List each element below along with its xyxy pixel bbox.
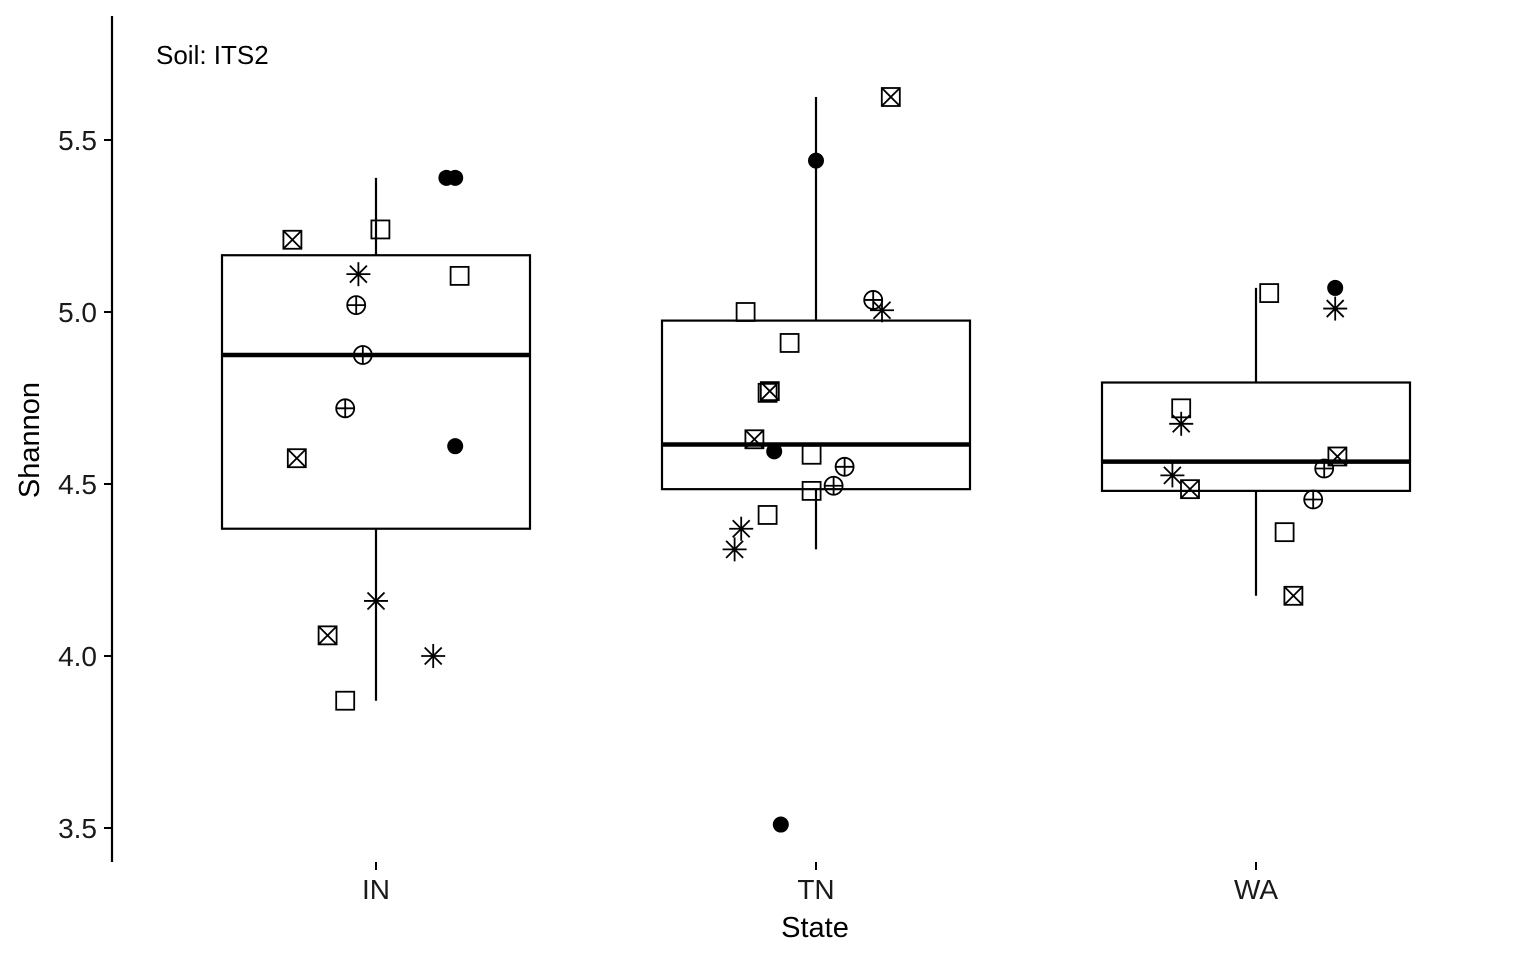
data-point-square (1171, 398, 1192, 419)
point-square (779, 333, 800, 353)
point-square (744, 429, 765, 450)
data-point-boxcross (759, 381, 780, 402)
point-square (335, 690, 356, 711)
point-square (1259, 283, 1280, 303)
point-square (735, 302, 756, 322)
data-point-asterisk (722, 537, 747, 562)
data-point-boxcross (880, 87, 901, 107)
data-point-boxcross (744, 429, 765, 450)
data-point-circle (766, 443, 783, 460)
point-square (801, 480, 822, 501)
point-square (801, 444, 822, 465)
y-tick-label: 4.5 (58, 469, 97, 500)
x-tick-label: WA (1234, 874, 1278, 905)
data-point-circleplus (352, 345, 373, 365)
box-in (220, 177, 532, 701)
point-dot (447, 438, 464, 455)
data-point-asterisk (870, 298, 894, 323)
panel-annotation: Soil: ITS2 (156, 40, 269, 70)
data-point-asterisk (1160, 463, 1185, 488)
data-point-circleplus (863, 290, 884, 310)
data-point-boxcross (286, 448, 307, 469)
point-square (757, 382, 778, 403)
data-point-square (757, 505, 778, 525)
data-point-asterisk (364, 588, 388, 613)
data-point-asterisk (729, 516, 754, 541)
point-cross-line (1283, 586, 1304, 606)
data-point-boxcross (1180, 479, 1200, 500)
point-square (286, 448, 307, 469)
data-point-square (1274, 522, 1295, 543)
data-point-boxcross (317, 625, 338, 646)
point-square (759, 381, 780, 402)
data-point-circle (808, 152, 824, 169)
data-point-circleplus (1303, 489, 1324, 510)
point-square (449, 265, 470, 286)
data-point-circleplus (823, 475, 844, 496)
point-square (1171, 398, 1192, 419)
data-point-square (779, 333, 800, 353)
point-dot (438, 169, 455, 186)
data-point-circle (1327, 279, 1344, 296)
point-cross-line (881, 87, 901, 107)
data-point-asterisk (346, 262, 371, 287)
data-point-asterisk (1323, 296, 1348, 321)
data-point-square (335, 690, 356, 711)
y-tick-label: 4.0 (58, 641, 97, 672)
box-tn (660, 97, 972, 550)
x-axis-ticks: IN TN WA (362, 862, 1278, 905)
x-axis-title: State (781, 912, 849, 944)
point-square (757, 505, 778, 525)
data-point-square (449, 265, 470, 286)
y-axis-title: Shannon (14, 382, 46, 498)
data-point-circleplus (335, 398, 356, 419)
point-cross-line (317, 625, 338, 645)
data-point-circle (447, 438, 464, 455)
data-point-circleplus (834, 456, 855, 477)
data-point-circleplus (1314, 458, 1335, 479)
data-point-circleplus (346, 295, 367, 316)
point-dot (808, 152, 824, 169)
point-dot (766, 443, 783, 460)
point-dot (1327, 279, 1344, 296)
data-point-asterisk (421, 644, 446, 668)
y-tick-label: 3.5 (58, 813, 97, 844)
data-point-boxcross (1283, 585, 1304, 606)
box-wa (1100, 287, 1412, 596)
point-cross-line (287, 448, 307, 468)
data-point-circle (438, 169, 455, 186)
data-point-square (370, 219, 391, 240)
iqr-box (1100, 381, 1412, 492)
point-square (1283, 585, 1304, 606)
point-cross-line (1180, 479, 1200, 499)
point-cross-line (282, 230, 303, 250)
iqr-box (660, 319, 972, 491)
point-square (1180, 479, 1200, 500)
point-cross-line (760, 381, 780, 401)
point-square (282, 229, 303, 250)
iqr-box (220, 254, 532, 530)
data-point-square (757, 382, 778, 403)
x-tick-label: TN (797, 874, 834, 905)
data-point-square (1259, 283, 1280, 303)
point-dot (772, 816, 789, 833)
point-square (1274, 522, 1295, 543)
point-square (370, 219, 391, 240)
point-square (1327, 446, 1348, 467)
plot-area (220, 87, 1412, 833)
point-square (880, 87, 901, 107)
data-point-square (801, 480, 822, 501)
x-tick-label: IN (362, 874, 390, 905)
data-point-square (801, 444, 822, 465)
y-tick-label: 5.5 (58, 125, 97, 156)
data-point-square (735, 302, 756, 322)
y-tick-label: 5.0 (58, 297, 97, 328)
point-cross-line (744, 429, 765, 449)
data-point-circle (772, 816, 789, 833)
y-axis-ticks: 3.5 4.0 4.5 5.0 5.5 (58, 125, 112, 844)
data-point-boxcross (282, 229, 303, 250)
point-square (317, 625, 338, 646)
